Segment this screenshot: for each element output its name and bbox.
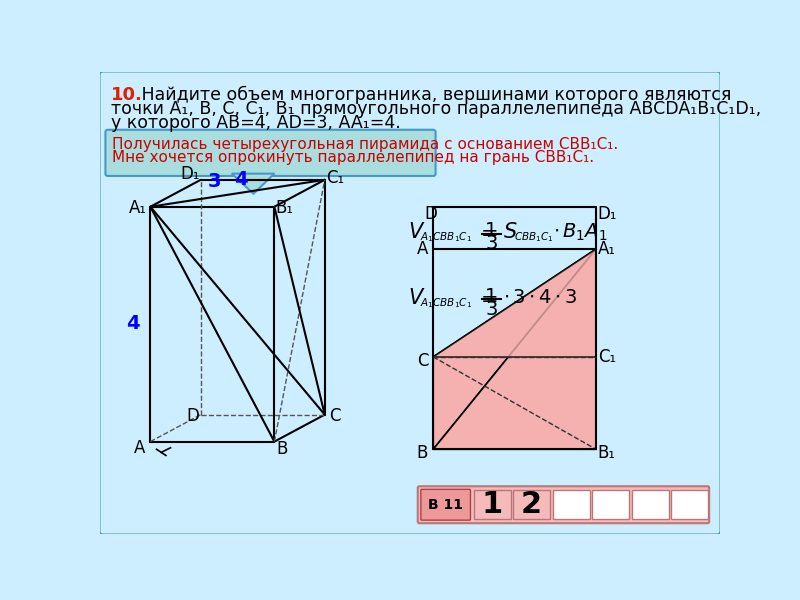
Text: B₁: B₁ — [598, 444, 616, 462]
Text: D: D — [186, 407, 199, 425]
Text: 4: 4 — [234, 170, 248, 188]
Text: A: A — [417, 240, 428, 258]
Text: 2: 2 — [521, 490, 542, 519]
Text: A: A — [134, 439, 146, 457]
Text: В 11: В 11 — [428, 498, 463, 512]
FancyBboxPatch shape — [553, 490, 590, 520]
Text: 1: 1 — [485, 221, 498, 241]
Text: 1: 1 — [482, 490, 502, 519]
Text: $V$: $V$ — [408, 287, 425, 308]
Text: $=$: $=$ — [476, 222, 498, 242]
Text: 10.: 10. — [111, 86, 142, 104]
Text: D: D — [425, 205, 438, 223]
FancyBboxPatch shape — [418, 486, 709, 523]
Text: C₁: C₁ — [326, 169, 344, 187]
Polygon shape — [434, 249, 596, 449]
FancyBboxPatch shape — [513, 490, 550, 520]
Text: A₁: A₁ — [598, 240, 616, 258]
FancyBboxPatch shape — [632, 490, 669, 520]
Text: C: C — [417, 352, 428, 370]
FancyBboxPatch shape — [421, 490, 470, 520]
Text: $\cdot\,3\cdot 4\cdot 3$: $\cdot\,3\cdot 4\cdot 3$ — [503, 287, 578, 307]
Text: 3: 3 — [485, 235, 498, 253]
Text: D₁: D₁ — [180, 166, 200, 184]
Text: $CBB_1C_1$: $CBB_1C_1$ — [514, 230, 554, 244]
Text: у которого AB=4, AD=3, AA₁=4.: у которого AB=4, AD=3, AA₁=4. — [111, 113, 401, 131]
Text: $A_1CBB_1C_1$: $A_1CBB_1C_1$ — [420, 230, 472, 244]
FancyBboxPatch shape — [106, 130, 435, 176]
Text: B: B — [417, 444, 428, 462]
Polygon shape — [232, 173, 274, 194]
Text: $V$: $V$ — [408, 222, 425, 242]
Text: C: C — [329, 407, 341, 425]
Text: 1: 1 — [485, 287, 498, 306]
Text: Найдите объем многогранника, вершинами которого являются: Найдите объем многогранника, вершинами к… — [136, 86, 731, 104]
FancyBboxPatch shape — [98, 70, 722, 536]
FancyBboxPatch shape — [474, 490, 510, 520]
Polygon shape — [434, 249, 596, 449]
Polygon shape — [434, 249, 596, 357]
Text: $A_1CBB_1C_1$: $A_1CBB_1C_1$ — [420, 296, 472, 310]
Text: $S$: $S$ — [503, 222, 518, 242]
Polygon shape — [434, 357, 596, 449]
Text: Получилась четырехугольная пирамида с основанием CBB₁C₁.: Получилась четырехугольная пирамида с ос… — [112, 137, 618, 152]
Text: точки A₁, B, C, C₁, B₁ прямоугольного параллелепипеда ABCDA₁B₁C₁D₁,: точки A₁, B, C, C₁, B₁ прямоугольного па… — [111, 100, 761, 118]
Text: $\cdot\,B_1A_1$: $\cdot\,B_1A_1$ — [554, 222, 608, 244]
Text: $=$: $=$ — [476, 287, 498, 308]
FancyBboxPatch shape — [592, 490, 630, 520]
Text: C₁: C₁ — [598, 348, 616, 366]
Text: 3: 3 — [208, 172, 222, 191]
Text: 4: 4 — [126, 314, 140, 333]
Text: 3: 3 — [485, 300, 498, 319]
Text: Мне хочется опрокинуть параллелепипед на грань CBB₁C₁.: Мне хочется опрокинуть параллелепипед на… — [112, 150, 594, 165]
Text: A₁: A₁ — [129, 199, 147, 217]
FancyBboxPatch shape — [671, 490, 708, 520]
Text: B: B — [277, 440, 288, 458]
Text: D₁: D₁ — [597, 205, 617, 223]
Text: B₁: B₁ — [275, 199, 294, 217]
